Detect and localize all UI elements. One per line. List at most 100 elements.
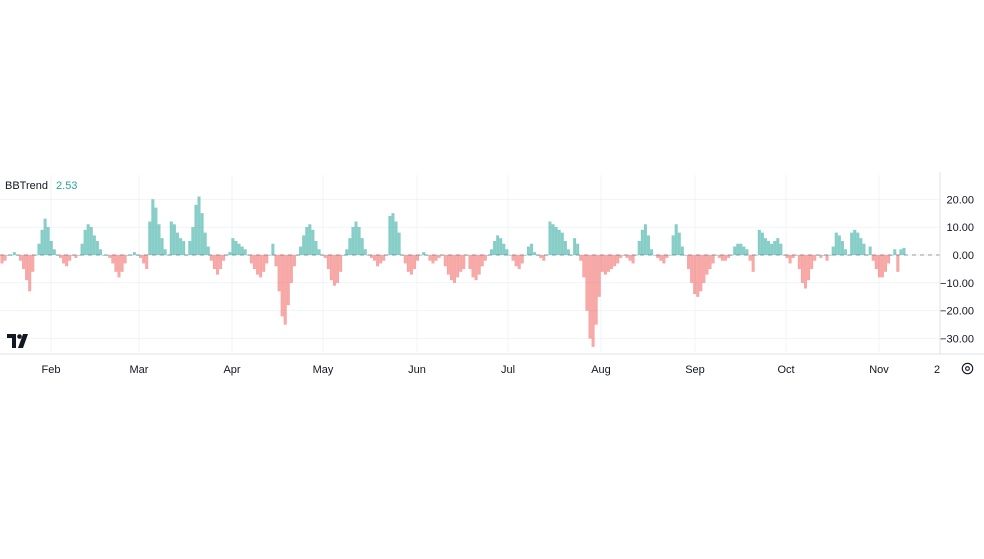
histogram-bar <box>674 224 678 256</box>
histogram-bar <box>419 254 423 256</box>
histogram-bar <box>194 204 198 256</box>
x-tick-label: Feb <box>42 364 61 376</box>
histogram-bar <box>428 254 432 261</box>
histogram-bar <box>262 254 266 272</box>
histogram-bar <box>637 240 641 256</box>
histogram-bar <box>74 254 78 258</box>
histogram-bar <box>511 254 515 261</box>
histogram-bar <box>585 254 589 311</box>
histogram-bar <box>219 254 223 270</box>
histogram-bar <box>259 254 263 278</box>
histogram-bar <box>446 254 450 275</box>
histogram-bar <box>342 254 346 256</box>
histogram-bar <box>391 213 395 256</box>
histogram-bar <box>616 254 620 264</box>
histogram-bar <box>302 235 306 256</box>
histogram-bar <box>523 254 527 256</box>
histogram-bar <box>653 254 657 256</box>
histogram-bar <box>797 254 801 270</box>
histogram-bar <box>539 254 543 258</box>
histogram-bar <box>357 227 361 256</box>
histogram-bar <box>548 221 552 256</box>
histogram-bar <box>890 254 894 256</box>
histogram-bar <box>594 254 598 325</box>
histogram-bar <box>634 254 638 256</box>
histogram-bar <box>175 232 180 256</box>
histogram-bar <box>791 254 795 258</box>
histogram-bar <box>108 254 112 258</box>
histogram-bar <box>188 240 192 256</box>
histogram-bar <box>493 240 497 256</box>
x-tick-label: Jun <box>408 364 426 376</box>
indicator-name[interactable]: BBTrend <box>5 180 49 192</box>
histogram-bar <box>40 229 44 256</box>
histogram-bar <box>182 240 186 256</box>
x-tick-label: Nov <box>869 364 889 376</box>
settings-gear-icon[interactable] <box>961 362 974 375</box>
histogram-bar <box>9 254 13 256</box>
histogram-bar <box>376 254 380 267</box>
histogram-bar <box>431 254 435 264</box>
histogram-bar <box>754 254 758 256</box>
histogram-bar <box>656 254 660 258</box>
histogram-bar <box>280 254 284 317</box>
histogram-bar <box>289 254 293 283</box>
histogram-bar <box>850 232 854 256</box>
histogram-bar <box>794 254 798 256</box>
histogram-bar <box>625 254 629 258</box>
histogram-bar <box>505 249 509 256</box>
tradingview-logo-icon[interactable] <box>7 334 31 348</box>
histogram-bar <box>416 254 420 261</box>
histogram-bar <box>68 254 72 261</box>
histogram-bar <box>573 238 577 256</box>
histogram-bar <box>763 238 768 256</box>
histogram-bar <box>65 254 69 267</box>
histogram-bar <box>277 254 281 292</box>
histogram-bar <box>332 254 337 286</box>
histogram-bar <box>49 240 53 256</box>
histogram-bar <box>138 254 143 258</box>
histogram-bar <box>449 254 453 281</box>
histogram-bar <box>533 252 537 256</box>
histogram-bar <box>739 243 743 256</box>
histogram-bar <box>767 240 771 256</box>
histogram-bar <box>736 243 740 256</box>
histogram-bar <box>249 254 253 264</box>
histogram-bar <box>0 254 4 264</box>
indicator-value: 2.53 <box>56 180 78 192</box>
histogram-bar <box>326 254 330 270</box>
histogram-bar <box>434 254 438 261</box>
histogram-bar <box>714 254 718 256</box>
histogram-bar <box>742 246 746 256</box>
histogram-bar <box>271 243 275 256</box>
histogram-bar <box>757 229 761 256</box>
histogram-bar <box>474 254 478 281</box>
indicator-legend[interactable]: BBTrend 2.53 <box>5 180 77 192</box>
histogram-bar <box>874 254 878 270</box>
x-tick-label: Mar <box>130 364 149 376</box>
histogram-bar <box>465 254 469 256</box>
histogram-bar <box>62 254 66 264</box>
histogram-bar <box>25 254 29 281</box>
histogram-bar <box>686 254 691 270</box>
histogram-bar <box>705 254 709 275</box>
histogram-bar <box>440 254 444 256</box>
histogram-bar <box>385 254 389 256</box>
histogram-bar <box>372 254 377 261</box>
histogram-bar <box>529 243 534 256</box>
histogram-bar <box>760 232 764 256</box>
histogram-bar <box>317 249 321 256</box>
histogram-bar <box>856 232 860 256</box>
histogram-bar <box>77 254 81 256</box>
histogram-bar <box>708 254 712 270</box>
histogram-bar <box>12 252 16 256</box>
histogram-bar <box>785 254 789 258</box>
histogram-bar <box>496 235 500 256</box>
histogram-bar <box>111 254 115 264</box>
histogram-bar <box>542 254 546 261</box>
histogram-bar <box>825 254 829 261</box>
histogram-bar <box>348 238 352 256</box>
histogram-bar <box>52 249 56 256</box>
histogram-bar <box>148 221 152 256</box>
histogram-bar <box>151 199 155 256</box>
